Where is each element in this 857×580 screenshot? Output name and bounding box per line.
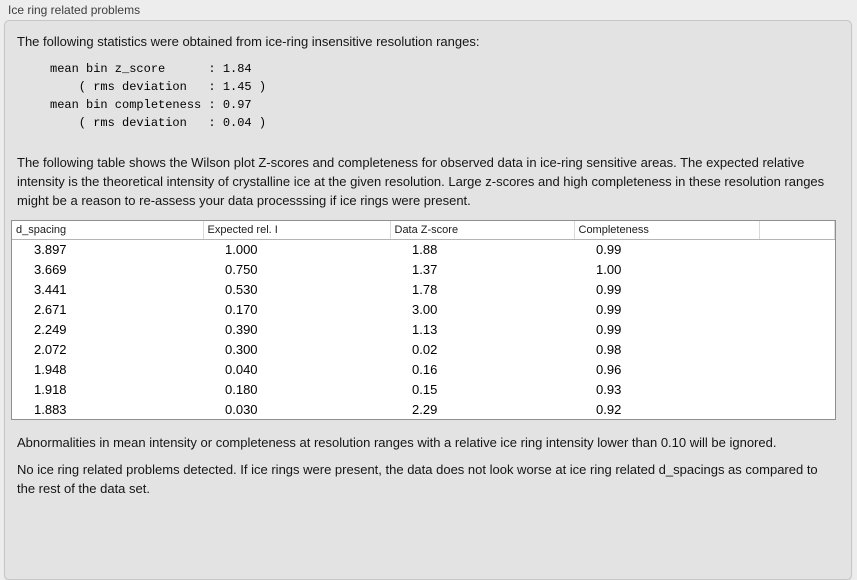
stats-block: mean bin z_score : 1.84 ( rms deviation … — [50, 62, 267, 130]
table-cell: 3.441 — [34, 281, 67, 297]
table-cell: 0.530 — [225, 281, 258, 297]
column-header[interactable]: Data Z-score — [390, 221, 575, 240]
column-header[interactable]: d_spacing — [12, 221, 204, 240]
table-row[interactable]: 2.671 0.170 3.00 0.99 — [12, 299, 835, 319]
table-row[interactable]: 1.883 0.030 2.29 0.92 — [12, 399, 835, 419]
table-cell — [759, 339, 835, 359]
table-cell: 0.93 — [596, 381, 622, 397]
table-cell: 1.88 — [412, 241, 438, 257]
table-cell: 0.99 — [596, 301, 622, 317]
ice-ring-table-grid: d_spacing Expected rel. I Data Z-score Comp… — [12, 221, 835, 419]
ice-ring-groupbox: The following statistics were obtained f… — [4, 20, 852, 580]
table-cell: 1.00 — [596, 261, 622, 277]
conclusion-text: No ice ring related problems detected. I… — [17, 462, 818, 496]
table-cell — [759, 279, 835, 299]
table-cell — [759, 399, 835, 419]
table-row[interactable]: 2.249 0.390 1.13 0.99 — [12, 319, 835, 339]
column-header[interactable]: Expected rel. I — [203, 221, 391, 240]
table-row[interactable]: 1.948 0.040 0.16 0.96 — [12, 359, 835, 379]
table-row[interactable]: 3.897 1.000 1.88 0.99 — [12, 239, 835, 259]
table-cell: 0.96 — [596, 361, 622, 377]
table-cell: 0.99 — [596, 321, 622, 337]
table-cell — [759, 259, 835, 279]
ice-ring-table[interactable]: d_spacing Expected rel. I Data Z-score Comp… — [11, 220, 836, 420]
table-cell — [759, 239, 835, 259]
table-cell: 2.249 — [34, 321, 67, 337]
table-cell: 0.16 — [412, 361, 438, 377]
table-description-text: The following table shows the Wilson plo… — [17, 155, 825, 208]
table-cell: 0.02 — [412, 341, 438, 357]
table-cell: 1.13 — [412, 321, 438, 337]
table-cell: 2.072 — [34, 341, 67, 357]
ignore-note-text: Abnormalities in mean intensity or compl… — [17, 435, 777, 450]
table-cell: 1.948 — [34, 361, 67, 377]
table-cell — [759, 319, 835, 339]
column-header[interactable]: Completeness — [574, 221, 760, 240]
stats-intro-text: The following statistics were obtained f… — [17, 34, 480, 49]
table-cell: 0.92 — [596, 401, 622, 417]
table-cell: 1.883 — [34, 401, 67, 417]
table-cell: 0.300 — [225, 341, 258, 357]
table-cell: 2.29 — [412, 401, 438, 417]
table-cell: 1.000 — [225, 241, 258, 257]
table-cell: 3.00 — [412, 301, 438, 317]
table-cell: 0.390 — [225, 321, 258, 337]
table-cell — [759, 379, 835, 399]
table-cell — [759, 299, 835, 319]
table-cell: 3.669 — [34, 261, 67, 277]
table-cell: 0.98 — [596, 341, 622, 357]
table-row[interactable]: 3.669 0.750 1.37 1.00 — [12, 259, 835, 279]
table-cell: 0.99 — [596, 281, 622, 297]
table-cell: 0.15 — [412, 381, 438, 397]
column-header[interactable] — [759, 221, 835, 240]
table-cell: 0.750 — [225, 261, 258, 277]
table-header-row: d_spacing Expected rel. I Data Z-score Comp… — [12, 221, 835, 240]
table-cell: 1.78 — [412, 281, 438, 297]
table-cell: 3.897 — [34, 241, 67, 257]
table-cell — [759, 359, 835, 379]
table-cell: 1.37 — [412, 261, 438, 277]
table-cell: 0.180 — [225, 381, 258, 397]
table-cell: 0.030 — [225, 401, 258, 417]
table-cell: 0.99 — [596, 241, 622, 257]
table-cell: 1.918 — [34, 381, 67, 397]
table-cell: 0.040 — [225, 361, 258, 377]
table-row[interactable]: 1.918 0.180 0.15 0.93 — [12, 379, 835, 399]
table-row[interactable]: 3.441 0.530 1.78 0.99 — [12, 279, 835, 299]
table-row[interactable]: 2.072 0.300 0.02 0.98 — [12, 339, 835, 359]
table-cell: 0.170 — [225, 301, 258, 317]
table-body: 3.897 1.000 1.88 0.99 3.669 0.750 1.37 1.00 3.44… — [12, 239, 835, 419]
groupbox-title: Ice ring related problems — [8, 3, 141, 17]
table-cell: 2.671 — [34, 301, 67, 317]
